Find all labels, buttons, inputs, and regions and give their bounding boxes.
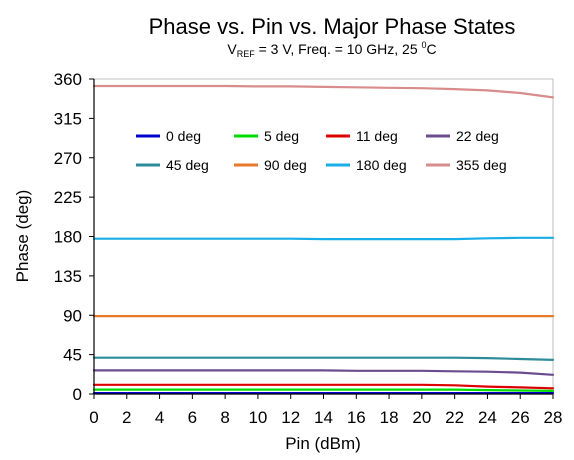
x-tick-label: 22 [445,408,464,427]
legend-label-90-deg: 90 deg [264,157,307,173]
legend-label-5-deg: 5 deg [264,128,299,144]
series-line-45-deg [92,356,555,361]
x-tick-label: 6 [188,408,197,427]
legend-label-11-deg: 11 deg [356,128,398,144]
subtitle-prefix-subscript: REF [237,49,256,59]
x-tick-label: 16 [347,408,366,427]
y-tick-label: 135 [54,267,82,286]
y-tick-label: 45 [63,346,82,365]
x-tick-label: 0 [89,408,98,427]
legend-label-45-deg: 45 deg [166,157,209,173]
x-tick-label: 18 [380,408,399,427]
series-line-180-deg [92,236,555,241]
chart-subtitle: VREF = 3 V, Freq. = 10 GHz, 25 0C [227,40,436,59]
subtitle-suffix: C [427,41,437,57]
x-tick-label: 8 [220,408,229,427]
x-tick-label: 20 [412,408,431,427]
x-tick-label: 24 [478,408,497,427]
y-tick-label: 180 [54,228,82,247]
x-tick-label: 14 [314,408,333,427]
x-tick-label: 10 [248,408,267,427]
y-tick-label: 315 [54,109,82,128]
y-tick-label: 0 [73,385,82,404]
series-line-22-deg [92,369,555,376]
y-tick-label: 270 [54,149,82,168]
subtitle-middle: = 3 V, Freq. = 10 GHz, 25 [255,41,422,57]
y-tick-label: 360 [54,70,82,89]
plot-area-frame [93,78,554,395]
series-line-11-deg [92,383,555,390]
legend-label-22-deg: 22 deg [456,128,499,144]
y-axis-label: Phase (deg) [13,190,32,283]
x-tick-label: 12 [281,408,300,427]
x-tick-label: 4 [155,408,164,427]
series-line-355-deg [92,84,555,99]
subtitle-prefix: V [227,41,237,57]
y-tick-label: 225 [54,188,82,207]
series-line-5-deg [92,388,555,392]
legend-label-180-deg: 180 deg [356,157,407,173]
legend-label-355-deg: 355 deg [456,157,507,173]
legend-label-0-deg: 0 deg [166,128,201,144]
x-axis-label: Pin (dBm) [285,434,361,453]
x-tick-label: 26 [511,408,530,427]
series-layer [92,84,555,395]
x-tick-label: 28 [544,408,563,427]
y-tick-label: 90 [63,306,82,325]
subtitle-superscript: 0 [422,40,427,50]
chart-title: Phase vs. Pin vs. Major Phase States [149,14,516,39]
legend: 0 deg 5 deg 11 deg 22 deg 45 deg 90 deg 180 de… [136,128,507,173]
x-tick-label: 2 [122,408,131,427]
